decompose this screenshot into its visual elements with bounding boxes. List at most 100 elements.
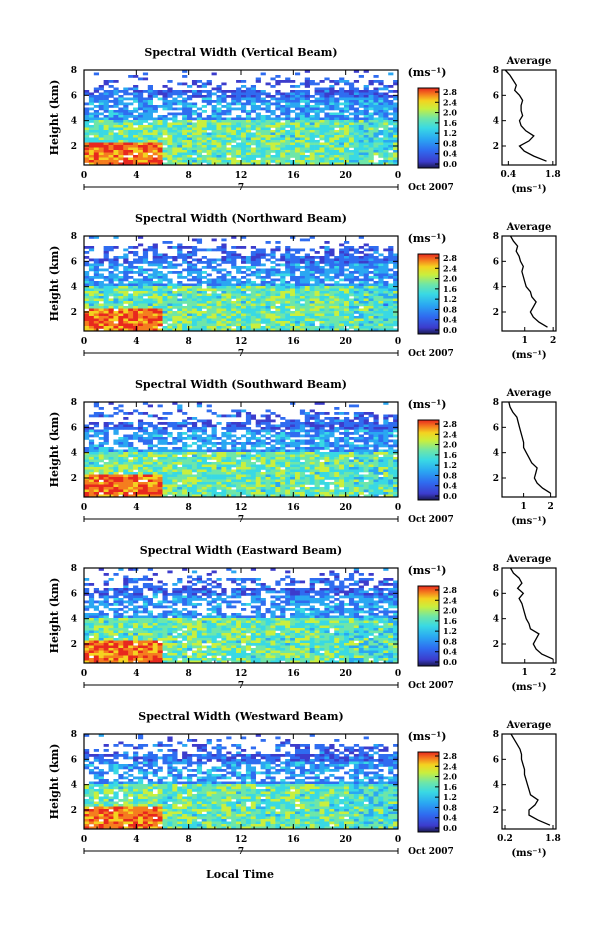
heatmap-cell: [93, 105, 100, 108]
heatmap-cell: [314, 419, 320, 423]
heatmap-cell: [216, 303, 222, 307]
heatmap-cell: [299, 90, 306, 93]
heatmap-cell: [363, 281, 369, 284]
heatmap-cell: [88, 316, 95, 319]
heatmap-cell: [123, 157, 129, 161]
heatmap-cell: [221, 449, 227, 453]
heatmap-cell: [309, 135, 315, 138]
heatmap-cell: [319, 162, 325, 166]
heatmap-cell: [187, 437, 193, 440]
heatmap-cell: [329, 467, 335, 470]
heatmap-cell: [167, 457, 173, 460]
heatmap-cell: [152, 160, 158, 163]
heatmap-cell: [236, 316, 242, 319]
heatmap-cell: [162, 100, 168, 103]
heatmap-cell: [157, 258, 163, 262]
heatmap-cell: [260, 97, 266, 101]
heatmap-cell: [191, 286, 198, 289]
heatmap-cell: [339, 278, 345, 282]
heatmap-cell: [118, 135, 124, 138]
heatmap-cell: [270, 135, 276, 138]
heatmap-cell: [98, 95, 104, 98]
heatmap-cell: [363, 70, 369, 73]
heatmap-cell: [250, 147, 257, 151]
heatmap-cell: [167, 278, 173, 282]
heatmap-cell: [211, 100, 217, 103]
heatmap-cell: [334, 261, 340, 264]
heatmap-cell: [147, 432, 153, 435]
heatmap-cell: [88, 142, 95, 146]
heatmap-cell: [167, 298, 173, 302]
heatmap-cell: [329, 422, 335, 425]
heatmap-cell: [221, 261, 227, 264]
heatmap-cell: [211, 412, 217, 415]
heatmap-cell: [103, 155, 109, 158]
heatmap-cell: [329, 127, 335, 131]
heatmap-cell: [373, 427, 379, 430]
heatmap-cell: [103, 447, 109, 450]
heatmap-cell: [250, 117, 257, 121]
heatmap-cell: [113, 296, 119, 299]
heatmap-cell: [211, 464, 217, 468]
heatmap-cell: [250, 296, 257, 299]
heatmap-cell: [142, 162, 149, 166]
heatmap-cell: [334, 102, 340, 106]
heatmap-cell: [265, 467, 271, 470]
profile-title: Average: [506, 56, 552, 67]
heatmap-cell: [216, 437, 222, 440]
heatmap-cell: [187, 145, 193, 148]
heatmap-cell: [353, 147, 360, 151]
heatmap-cell: [255, 306, 261, 309]
heatmap-cell: [294, 434, 301, 438]
colorbar-tick-label: 2.0: [443, 274, 457, 284]
heatmap-cell: [275, 268, 281, 272]
heatmap-cell: [358, 464, 364, 468]
heatmap-cell: [270, 253, 276, 257]
heatmap-cell: [93, 316, 100, 319]
heatmap-cell: [162, 308, 168, 312]
heatmap-cell: [388, 155, 394, 158]
heatmap-cell: [304, 286, 310, 289]
heatmap-cell: [157, 92, 163, 96]
heatmap-cell: [250, 162, 257, 166]
heatmap-cell: [157, 117, 163, 121]
heatmap-cell: [187, 321, 193, 324]
heatmap-cell: [250, 311, 257, 314]
heatmap-cell: [236, 268, 242, 272]
heatmap-cell: [388, 72, 394, 76]
heatmap-cell: [388, 298, 394, 302]
heatmap-cell: [358, 308, 364, 312]
profile-x-tick-label: 1.8: [545, 170, 561, 180]
heatmap-cell: [128, 437, 134, 440]
heatmap-cell: [270, 311, 276, 314]
heatmap-cell: [353, 120, 360, 123]
heatmap-cell: [167, 291, 173, 294]
heatmap-cell: [231, 308, 237, 312]
heatmap-cell: [334, 298, 340, 302]
heatmap-cell: [309, 286, 315, 289]
heatmap-cell: [84, 246, 90, 249]
heatmap-cell: [314, 82, 320, 86]
heatmap-cell: [358, 301, 364, 304]
heatmap-cell: [368, 306, 374, 309]
heatmap-cell: [344, 311, 350, 314]
heatmap-cell: [294, 313, 301, 317]
heatmap-cell: [265, 437, 271, 440]
heatmap-cell: [275, 291, 281, 294]
heatmap-cell: [216, 328, 222, 332]
heatmap-cell: [103, 145, 109, 148]
heatmap-cell: [319, 313, 325, 317]
heatmap-cell: [84, 130, 90, 133]
profile-y-tick-label: 4: [493, 283, 499, 293]
heatmap-cell: [285, 140, 291, 143]
heatmap-cell: [103, 97, 109, 101]
heatmap-cell: [353, 404, 360, 408]
heatmap-cell: [314, 162, 320, 166]
heatmap-cell: [299, 137, 306, 141]
heatmap-cell: [147, 414, 153, 418]
heatmap-cell: [280, 112, 286, 116]
heatmap-cell: [344, 147, 350, 151]
heatmap-cell: [231, 328, 237, 332]
heatmap-cell: [93, 155, 100, 158]
heatmap-cell: [201, 100, 207, 103]
